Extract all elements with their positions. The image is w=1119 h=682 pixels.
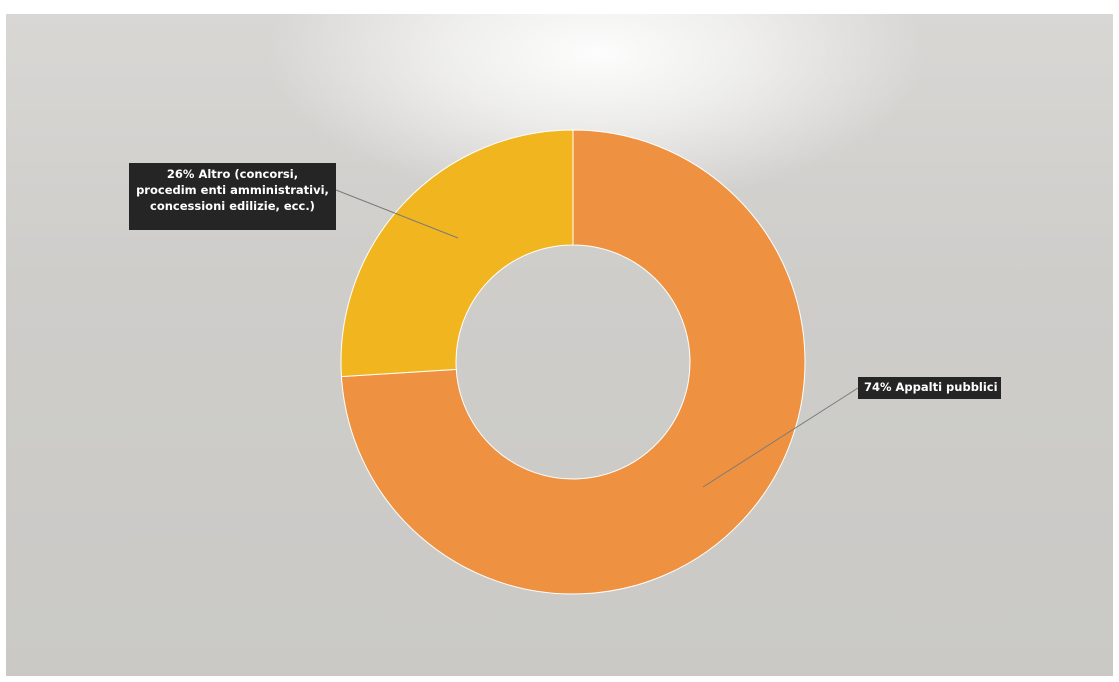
donut-slice-altro xyxy=(340,129,574,378)
slice-label-altro-line-1: 26% Altro (concorsi, xyxy=(166,167,299,181)
donut-slice-appalti xyxy=(340,129,806,595)
slice-label-altro-line-2: procedim enti amministrativi, xyxy=(136,183,329,197)
slice-label-appalti: 74% Appalti pubblici xyxy=(858,377,1001,399)
leader-line-appalti xyxy=(702,387,859,488)
slice-label-appalti-line-1: 74% Appalti pubblici xyxy=(864,380,998,394)
leader-line-altro xyxy=(335,189,459,239)
slice-label-altro-line-3: concessioni edilizie, ecc.) xyxy=(150,199,315,213)
slice-label-altro: 26% Altro (concorsi, procedim enti ammin… xyxy=(129,163,336,230)
top-strip xyxy=(0,0,1119,14)
